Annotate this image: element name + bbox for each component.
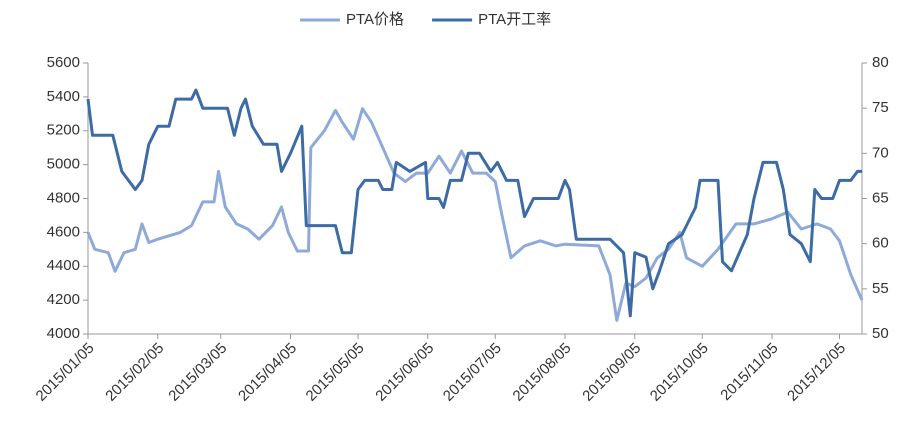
series-line <box>86 107 864 322</box>
x-tick-label: 2015/02/05 <box>102 340 167 405</box>
legend-label: PTA开工率 <box>478 11 551 28</box>
y-tick-label: 4400 <box>47 257 80 274</box>
y2-tick-label: 50 <box>872 325 889 342</box>
series-line <box>86 88 862 318</box>
x-tick-label: 2015/11/05 <box>717 340 781 404</box>
y-tick-label: 5000 <box>47 156 80 173</box>
y-tick-label: 4200 <box>47 291 80 308</box>
y-tick-label: 4600 <box>47 223 80 240</box>
x-tick-label: 2015/12/05 <box>784 340 849 405</box>
x-tick-label: 2015/07/05 <box>440 340 505 405</box>
x-tick-label: 2015/08/05 <box>510 340 575 405</box>
x-tick-label: 2015/04/05 <box>235 340 300 405</box>
y-tick-label: 4000 <box>47 325 80 342</box>
y-tick-label: 4800 <box>47 189 80 206</box>
y2-tick-label: 80 <box>872 54 889 71</box>
y2-tick-label: 65 <box>872 189 889 206</box>
y2-tick-label: 70 <box>872 144 889 161</box>
y2-tick-label: 75 <box>872 99 889 116</box>
y2-tick-label: 55 <box>872 280 889 297</box>
y-tick-label: 5200 <box>47 122 80 139</box>
legend-label: PTA价格 <box>346 11 404 28</box>
y2-tick-label: 60 <box>872 235 889 252</box>
x-tick-label: 2015/09/05 <box>579 340 644 405</box>
x-tick-label: 2015/06/05 <box>372 340 437 405</box>
y-tick-label: 5400 <box>47 88 80 105</box>
y-tick-label: 5600 <box>47 54 80 71</box>
x-tick-label: 2015/05/05 <box>303 340 368 405</box>
x-tick-label: 2015/01/05 <box>33 340 98 405</box>
x-tick-label: 2015/10/05 <box>647 340 712 405</box>
x-tick-label: 2015/03/05 <box>165 340 230 405</box>
